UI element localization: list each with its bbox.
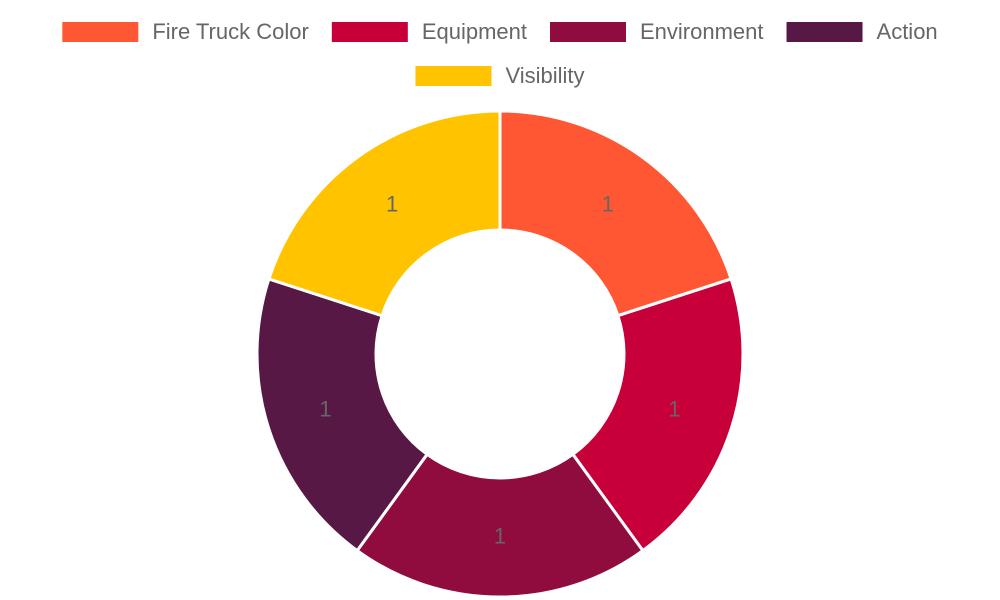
doughnut-slice xyxy=(255,277,430,553)
value-label: 1 xyxy=(494,523,506,548)
legend-item[interactable]: Action xyxy=(786,19,938,44)
legend-label: Fire Truck Color xyxy=(152,19,308,44)
doughnut-slice xyxy=(498,109,733,318)
legend-swatch xyxy=(62,22,139,42)
legend-item[interactable]: Fire Truck Color xyxy=(62,19,309,44)
legend-label: Equipment xyxy=(422,19,527,44)
doughnut-slice xyxy=(355,452,645,599)
legend-label: Action xyxy=(877,19,938,44)
legend-label: Visibility xyxy=(505,63,584,88)
legend-swatch xyxy=(786,22,863,42)
doughnut-slice xyxy=(267,109,502,318)
value-label: 1 xyxy=(668,397,680,422)
legend-swatch xyxy=(550,22,626,42)
legend-item[interactable]: Equipment xyxy=(331,19,527,44)
value-label: 1 xyxy=(386,191,398,216)
value-label: 1 xyxy=(602,191,614,216)
legend-swatch xyxy=(415,66,492,86)
legend-item[interactable]: Environment xyxy=(550,19,764,44)
legend-swatch xyxy=(331,22,408,42)
doughnut-slice xyxy=(570,277,745,553)
legend-label: Environment xyxy=(640,19,764,44)
legend: Fire Truck Color Equipment Environment Acti… xyxy=(62,19,938,88)
legend-item[interactable]: Visibility xyxy=(415,63,585,88)
value-label: 1 xyxy=(319,397,331,422)
